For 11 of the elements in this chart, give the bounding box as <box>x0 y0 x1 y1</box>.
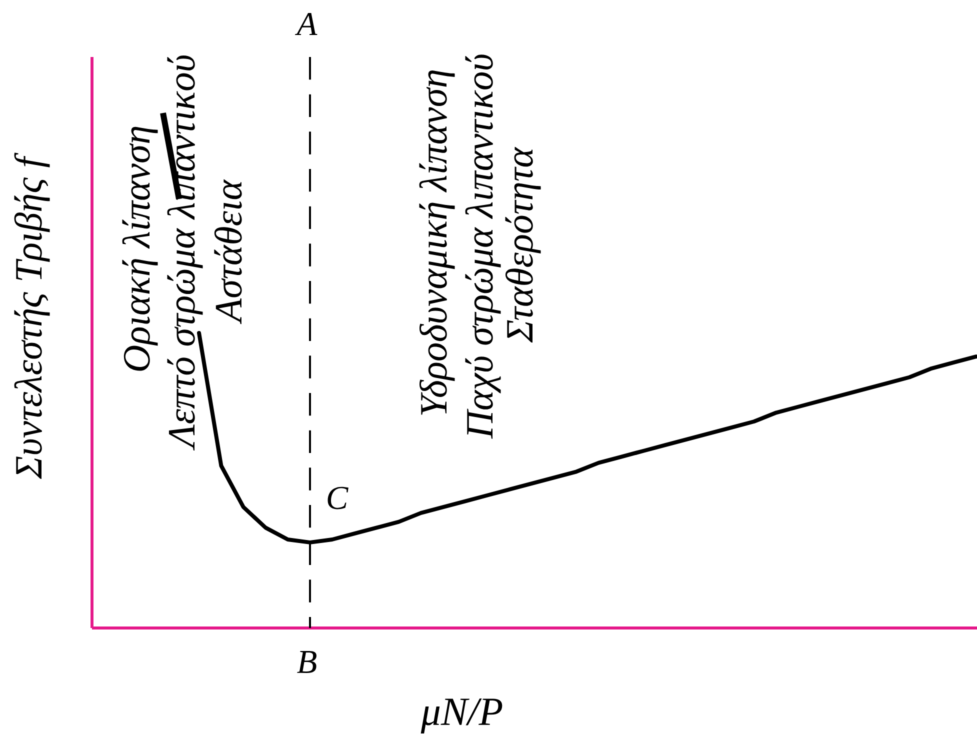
text: Αστάθεια <box>214 179 242 324</box>
annotation: Υδροδυναμική λίπανση <box>419 70 455 415</box>
annotation: Λεπτό στρώμα λιπαντικού <box>167 56 203 451</box>
text: A <box>295 12 318 35</box>
text: B <box>297 651 316 673</box>
annotation: Παχύ στρώμα λιπαντικού <box>465 54 501 439</box>
y-axis-title: Συντελεστής Τριβής f <box>14 152 50 479</box>
annotation: C <box>328 486 348 510</box>
annotation: Σταθερότητα <box>505 146 541 343</box>
x-axis-title: μN/P <box>420 698 502 734</box>
text: Οριακή λίπανση <box>122 126 158 371</box>
